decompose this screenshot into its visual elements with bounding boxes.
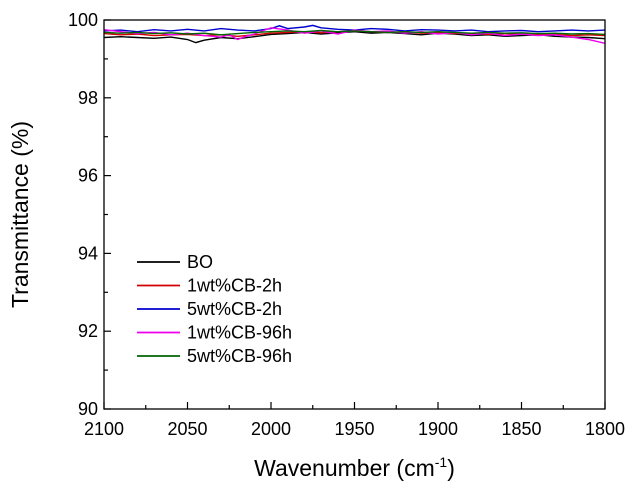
series-line-4 (103, 29, 606, 36)
legend-label-2: 5wt%CB-2h (187, 299, 282, 319)
y-tick-label: 96 (78, 166, 98, 186)
y-tick-label: 100 (68, 10, 98, 30)
x-tick-label: 1900 (418, 419, 458, 439)
x-axis-title-close: ) (447, 455, 455, 481)
series-line-2 (103, 24, 606, 33)
plot-frame (103, 19, 606, 410)
y-tick-label: 98 (78, 88, 98, 108)
x-tick-label: 1950 (334, 419, 374, 439)
x-tick-label: 2050 (167, 419, 207, 439)
y-axis-title: Transmittance (%) (7, 121, 33, 308)
ticks-layer: 2100 2050 2000 1950 1900 1850 1800 90 92 94 96 98 10… (68, 10, 625, 439)
x-tick-label: 2100 (84, 419, 124, 439)
series-layer (103, 24, 606, 44)
y-tick-label: 92 (78, 321, 98, 341)
legend-label-3: 1wt%CB-96h (187, 323, 292, 343)
legend-label-1: 1wt%CB-2h (187, 276, 282, 296)
legend: BO 1wt%CB-2h 5wt%CB-2h 1wt%CB-96h 5wt%CB-96h (137, 252, 292, 366)
x-axis-title-superscript: -1 (435, 454, 448, 470)
x-tick-label: 2000 (251, 419, 291, 439)
y-tick-label: 90 (78, 399, 98, 419)
legend-label-4: 5wt%CB-96h (187, 346, 292, 366)
x-tick-label: 1850 (501, 419, 541, 439)
x-tick-label: 1800 (585, 419, 625, 439)
legend-label-0: BO (187, 252, 213, 272)
series-line-3 (103, 27, 606, 44)
x-axis-title: Wavenumber (cm-1) (254, 454, 455, 481)
x-axis-title-main: Wavenumber (cm (254, 455, 435, 481)
y-tick-label: 94 (78, 243, 98, 263)
